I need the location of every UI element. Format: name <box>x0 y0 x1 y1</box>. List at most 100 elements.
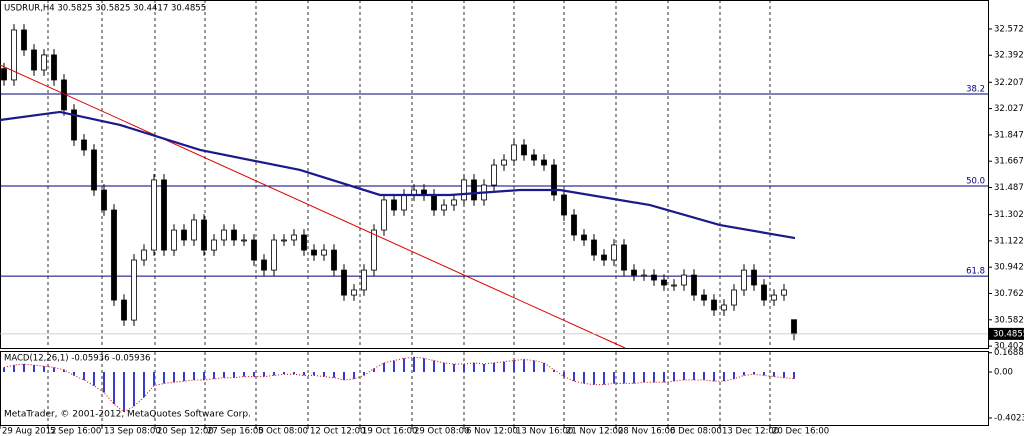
x-tick-label: 5 Oct 08:00 <box>258 427 308 436</box>
macd-title: MACD(12,26,1) -0.05936 -0.05936 <box>4 354 150 364</box>
candle-body <box>1 68 7 81</box>
candle-body <box>521 144 527 156</box>
candle-body <box>111 209 117 301</box>
candle-body <box>91 149 97 191</box>
candle-body <box>771 294 777 301</box>
candle-body <box>601 254 607 261</box>
candle-body <box>361 269 367 291</box>
candle-body <box>141 249 147 261</box>
x-tick-label: 12 Oct 12:00 <box>310 427 365 436</box>
y-tick-label: 30.5820 <box>994 315 1024 325</box>
candle-body <box>711 299 717 311</box>
candle-body <box>401 194 407 211</box>
y-tick-label: 30.4020 <box>994 342 1024 352</box>
candle-body <box>51 54 57 81</box>
candle-body <box>651 274 657 281</box>
trendline <box>0 64 626 349</box>
y-tick-label: 30.7620 <box>994 289 1024 299</box>
candle-body <box>471 179 477 201</box>
candle-body <box>311 249 317 256</box>
candle-body <box>681 274 687 286</box>
candle-body <box>491 164 497 186</box>
y-tick-label: 31.6670 <box>994 157 1024 167</box>
x-tick-label: 13 Dec 12:00 <box>722 427 779 436</box>
y-tick-label: 31.4870 <box>994 183 1024 193</box>
candle-body <box>21 29 27 51</box>
candle-body <box>781 289 787 296</box>
candle-body <box>151 179 157 251</box>
candle-body <box>161 179 167 251</box>
candle-body <box>71 109 77 141</box>
fib-label: 38.2 <box>966 84 985 94</box>
candle-body <box>541 159 547 166</box>
candle-body <box>11 29 17 81</box>
candle-body <box>661 279 667 286</box>
x-tick-label: 21 Nov 12:00 <box>566 427 623 436</box>
candle-body <box>181 229 187 241</box>
candle-body <box>581 234 587 241</box>
current-price-label: 30.4855 <box>993 329 1024 339</box>
candle-body <box>531 154 537 161</box>
current-price-box <box>989 327 1024 340</box>
candle-body <box>631 269 637 276</box>
x-tick-label: 29 Oct 08:00 <box>414 427 469 436</box>
moving-average <box>0 110 796 240</box>
x-tick-label: 29 Aug 2012 <box>2 427 56 436</box>
candle-body <box>41 54 47 71</box>
y-tick-label: 0.16887 <box>994 348 1024 358</box>
candle-body <box>331 249 337 271</box>
candle-body <box>231 229 237 241</box>
candle-body <box>121 299 127 321</box>
y-tick-label: 32.0270 <box>994 104 1024 114</box>
x-tick-label: 19 Oct 16:00 <box>362 427 417 436</box>
candle-body <box>611 244 617 261</box>
candle-body <box>761 284 767 301</box>
candle-body <box>701 294 707 301</box>
candle-body <box>201 219 207 251</box>
candle-body <box>451 199 457 206</box>
y-tick-label: 31.3020 <box>994 210 1024 220</box>
x-tick-label: 13 Nov 16:00 <box>516 427 573 436</box>
fib-label: 61.8 <box>966 267 985 277</box>
x-tick-label: 20 Sep 12:00 <box>157 427 214 436</box>
candle-body <box>561 194 567 216</box>
candle-body <box>301 234 307 251</box>
candle-body <box>591 239 597 256</box>
candle-body <box>171 229 177 251</box>
candle-body <box>81 139 87 151</box>
x-tick-label: 28 Nov 16:00 <box>618 427 675 436</box>
candle-body <box>621 244 627 271</box>
x-tick-label: 13 Sep 08:00 <box>104 427 161 436</box>
candle-body <box>131 259 137 321</box>
candle-body <box>751 269 757 286</box>
watermark: MetaTrader, © 2001-2012, MetaQuotes Soft… <box>4 410 251 420</box>
x-tick-label: 27 Sep 16:00 <box>207 427 264 436</box>
y-tick-label: 31.8470 <box>994 130 1024 140</box>
candle-body <box>641 274 647 277</box>
price-panel-frame <box>0 0 989 349</box>
y-tick-label: 32.5720 <box>994 24 1024 34</box>
candle-body <box>101 189 107 211</box>
candle-body <box>511 144 517 161</box>
candle-body <box>671 284 677 287</box>
candle-body <box>281 239 287 242</box>
candle-body <box>381 199 387 231</box>
candle-body <box>571 214 577 236</box>
candle-body <box>371 229 377 271</box>
candle-body <box>191 219 197 241</box>
candle-body <box>721 304 727 311</box>
x-tick-label: 6 Nov 12:00 <box>466 427 518 436</box>
y-tick-label: 30.9420 <box>994 263 1024 273</box>
fib-label: 50.0 <box>966 177 985 187</box>
candle-body <box>741 269 747 291</box>
macd-panel-frame <box>0 351 989 426</box>
candle-body <box>791 319 797 335</box>
y-tick-label: 32.3920 <box>994 51 1024 61</box>
candle-body <box>391 199 397 211</box>
y-tick-label: 31.1220 <box>994 236 1024 246</box>
candle-body <box>341 269 347 296</box>
candle-body <box>551 164 557 196</box>
macd-signal <box>3 356 795 413</box>
candle-body <box>461 179 467 201</box>
